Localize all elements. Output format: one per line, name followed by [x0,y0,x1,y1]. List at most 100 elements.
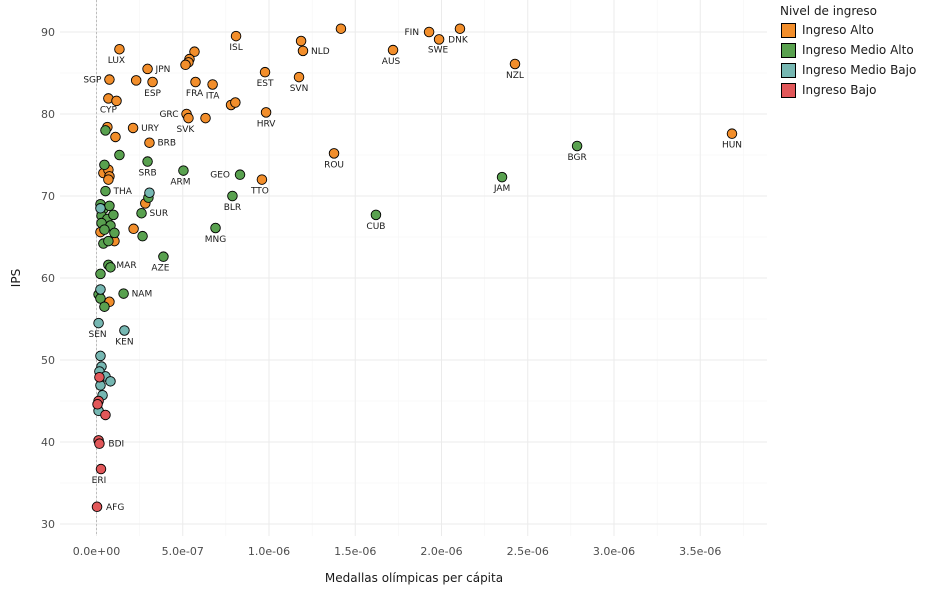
y-tick-label: 70 [41,190,55,203]
point-medio-bajo [105,376,116,387]
point-ury [127,122,139,134]
point-label-ury: URY [141,124,159,134]
x-tick-label: 1.0e-06 [248,545,290,558]
point-dnk [454,23,466,34]
x-tick-label: 2.5e-06 [507,545,549,558]
legend-title: Nivel de ingreso [780,4,877,18]
y-tick-label: 90 [41,26,55,39]
point-sgp [104,74,115,85]
point-afg [91,501,103,513]
point-swe [433,34,445,45]
point-label-nzl: NZL [506,71,524,81]
point-arm [178,165,189,176]
point-medio-alto [109,227,120,239]
point-medio-alto [100,125,111,136]
y-tick-label: 50 [41,354,55,367]
point-label-jam: JAM [493,184,510,194]
point-fra [190,76,201,88]
legend-item-ingreso-medio-bajo: Ingreso Medio Bajo [781,60,916,80]
point-label-eri: ERI [92,476,107,486]
point-medio-alto [103,235,114,247]
legend-key-ingreso-bajo [781,82,796,98]
point-label-jpn: JPN [155,65,171,75]
legend: Nivel de ingreso Ingreso Alto Ingreso Me… [778,0,916,100]
point-medio-alto [99,159,110,171]
point-label-ita: ITA [206,91,220,101]
point-label-bdi: BDI [108,440,124,450]
point-mng [210,222,221,234]
point-label-cub: CUB [366,222,385,232]
point-bajo [94,371,105,383]
point-jpn [142,63,153,75]
point-alto [200,112,211,124]
point-geo [234,169,246,180]
point-medio-bajo [144,187,155,198]
x-tick-label: 1.5e-06 [334,545,376,558]
point-medio-alto [108,209,119,221]
point-medio-alto [99,224,110,235]
y-tick-label: 60 [41,272,55,285]
point-label-geo: GEO [210,171,230,181]
point-medio-alto [114,149,125,161]
point-blr [227,190,238,202]
point-medio-bajo [95,284,106,295]
point-est [259,66,271,78]
point-medio-alto [105,262,116,273]
point-label-rou: ROU [324,160,344,170]
y-tick-label: 30 [41,518,55,531]
x-tick-label: 0.0e+00 [73,545,120,558]
point-alto [180,59,191,71]
point-fin [423,26,435,38]
point-label-mar: MAR [116,261,136,271]
x-axis-title: Medallas olímpicas per cápita [325,571,503,585]
point-alto [295,35,307,47]
point-label-dnk: DNK [448,36,469,46]
point-medio-bajo [95,350,106,362]
point-eri [95,463,107,475]
legend-key-ingreso-medio-bajo [781,62,796,78]
legend-label: Ingreso Bajo [802,83,877,97]
point-label-svn: SVN [290,84,309,94]
point-medio-alto [99,301,110,312]
point-esp [147,76,158,88]
point-label-swe: SWE [428,45,449,55]
y-axis-title: IPS [9,269,23,287]
point-hrv [260,107,272,118]
point-alto [110,131,121,143]
point-bajo [100,409,111,421]
data-points [91,23,738,513]
x-tick-label: 2.0e-06 [420,545,462,558]
point-sen [93,317,104,329]
point-label-esp: ESP [144,89,161,99]
point-isl [230,30,242,42]
point-label-srb: SRB [138,169,156,179]
x-tick-label: 3.5e-06 [679,545,721,558]
legend-label: Ingreso Alto [802,23,874,37]
point-alto [128,223,139,235]
point-label-sen: SEN [88,330,106,340]
point-alto [111,95,122,107]
point-sur [136,207,147,219]
point-alto [335,23,347,34]
legend-label: Ingreso Medio Alto [802,43,914,57]
point-label-hun: HUN [722,141,742,151]
point-bgr [571,140,583,152]
point-label-lux: LUX [108,56,125,66]
point-label-aze: AZE [151,264,169,274]
x-axis-ticks: 0.0e+00 5.0e-07 1.0e-06 1.5e-06 2.0e-06 2.5e-… [73,545,722,558]
point-label-bgr: BGR [567,153,586,163]
point-rou [328,148,340,159]
legend-item-ingreso-medio-alto: Ingreso Medio Alto [781,40,916,60]
point-hun [726,128,738,139]
point-bdi [94,438,105,449]
point-srb [142,156,153,167]
point-tto [256,174,268,185]
point-lux [114,43,125,55]
legend-label: Ingreso Medio Bajo [802,63,917,77]
point-label-tto: TTO [250,187,269,197]
point-nld [297,45,309,57]
point-nam [118,288,129,299]
point-medio-bajo [95,203,106,214]
y-tick-label: 80 [41,108,55,121]
